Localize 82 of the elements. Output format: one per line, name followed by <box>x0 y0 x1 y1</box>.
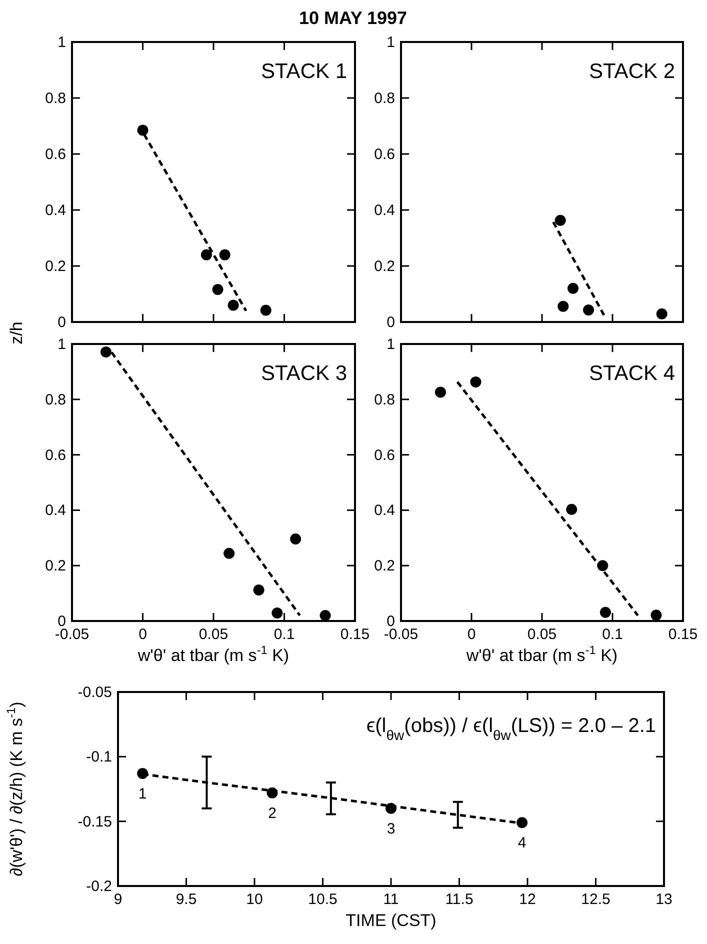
y-tick-label: -0.05 <box>78 684 112 701</box>
x-axis-title: w'θ' at tbar (m s$^{-1}$ K) <box>136 643 290 665</box>
point <box>253 584 264 596</box>
x-axis-title: TIME (CST) <box>346 911 436 930</box>
point <box>516 817 528 828</box>
x-tick-label: 0.05 <box>198 626 228 643</box>
point <box>228 300 239 311</box>
y-tick-label: 0.2 <box>374 558 395 575</box>
y-tick-label: 0 <box>386 314 395 331</box>
point <box>600 606 611 618</box>
x-tick-label: 0.05 <box>527 626 557 643</box>
x-tick-label: 11 <box>383 891 399 908</box>
y-tick-label: 0.4 <box>45 502 66 520</box>
y-tick-label: 0 <box>58 613 66 630</box>
annotation: 3 <box>386 820 396 838</box>
point <box>137 124 148 136</box>
x-tick-label: 0.1 <box>602 626 623 643</box>
x-tick-label: 12.5 <box>581 891 610 908</box>
x-tick-label: 10 <box>246 891 263 908</box>
y-tick-label: 0.6 <box>374 146 395 163</box>
annotation: STACK 2 <box>589 60 675 83</box>
x-tick-label: 10.5 <box>308 891 338 908</box>
y-tick-label: 0.8 <box>45 391 66 408</box>
y-tick-label: 0.2 <box>45 558 66 575</box>
x-tick-label: 11.5 <box>445 891 474 908</box>
point <box>554 214 566 226</box>
y-tick-label: 1 <box>58 336 66 353</box>
y-tick-label: 0.6 <box>45 146 66 163</box>
point <box>650 610 662 621</box>
x-tick-label: 9.5 <box>176 891 197 908</box>
point <box>224 548 235 559</box>
y-tick-label: -0.1 <box>86 748 112 766</box>
point <box>470 376 482 388</box>
point <box>656 308 668 320</box>
point <box>566 504 578 515</box>
x-tick-label: 13 <box>656 891 672 908</box>
point <box>290 534 302 545</box>
point <box>200 249 212 260</box>
point <box>583 304 594 316</box>
y-tick-label: 0.6 <box>45 446 66 464</box>
point <box>100 346 112 358</box>
annotation: 4 <box>518 834 526 852</box>
annotation: ϵ(l$_{θw}$(obs)) / ϵ(l$_{θw}$(LS)) = 2.0 – 2.1 <box>366 715 656 743</box>
point <box>320 610 331 621</box>
point <box>434 386 446 398</box>
x-tick-label: 0 <box>138 626 147 643</box>
y-tick-label: 0 <box>386 613 395 630</box>
y-tick-label: 0.2 <box>374 258 395 275</box>
y-tick-label: 0.4 <box>374 202 395 219</box>
x-tick-label: 0.15 <box>668 626 698 643</box>
annotation: 1 <box>138 785 147 802</box>
y-tick-label: 0.4 <box>45 202 66 219</box>
y-tick-label: 1 <box>386 34 395 51</box>
x-tick-label: 9 <box>114 891 122 908</box>
point <box>219 249 230 260</box>
x-axis-title: w'θ' at tbar (m s$^{-1}$ K) <box>465 643 618 665</box>
annotation: STACK 4 <box>589 362 676 385</box>
y-tick-label: 0.8 <box>374 90 395 107</box>
y-tick-label: 0.8 <box>45 90 66 107</box>
point <box>260 304 272 316</box>
y-tick-label: 0.2 <box>45 258 66 275</box>
x-tick-label: 0 <box>467 626 476 643</box>
y-axis-title: z/h <box>7 322 26 344</box>
point <box>212 284 224 296</box>
x-tick-label: 12 <box>519 891 536 908</box>
point <box>558 300 569 312</box>
point <box>272 607 283 618</box>
annotation: STACK 3 <box>261 362 347 385</box>
y-tick-label: 1 <box>386 336 395 353</box>
y-tick-label: 0.8 <box>374 391 395 408</box>
annotation: 2 <box>268 804 276 822</box>
chart-title: 10 MAY 1997 <box>298 8 408 28</box>
annotation: STACK 1 <box>261 60 347 83</box>
y-tick-label: 0.6 <box>374 446 395 464</box>
y-tick-label: -0.2 <box>86 878 112 895</box>
point <box>568 282 579 294</box>
x-tick-label: 0.15 <box>340 626 370 643</box>
x-tick-label: 0.1 <box>274 626 295 643</box>
y-tick-label: 1 <box>58 34 66 51</box>
y-tick-label: 0.4 <box>374 502 395 520</box>
y-tick-label: -0.15 <box>78 813 112 830</box>
y-tick-label: 0 <box>58 314 66 331</box>
